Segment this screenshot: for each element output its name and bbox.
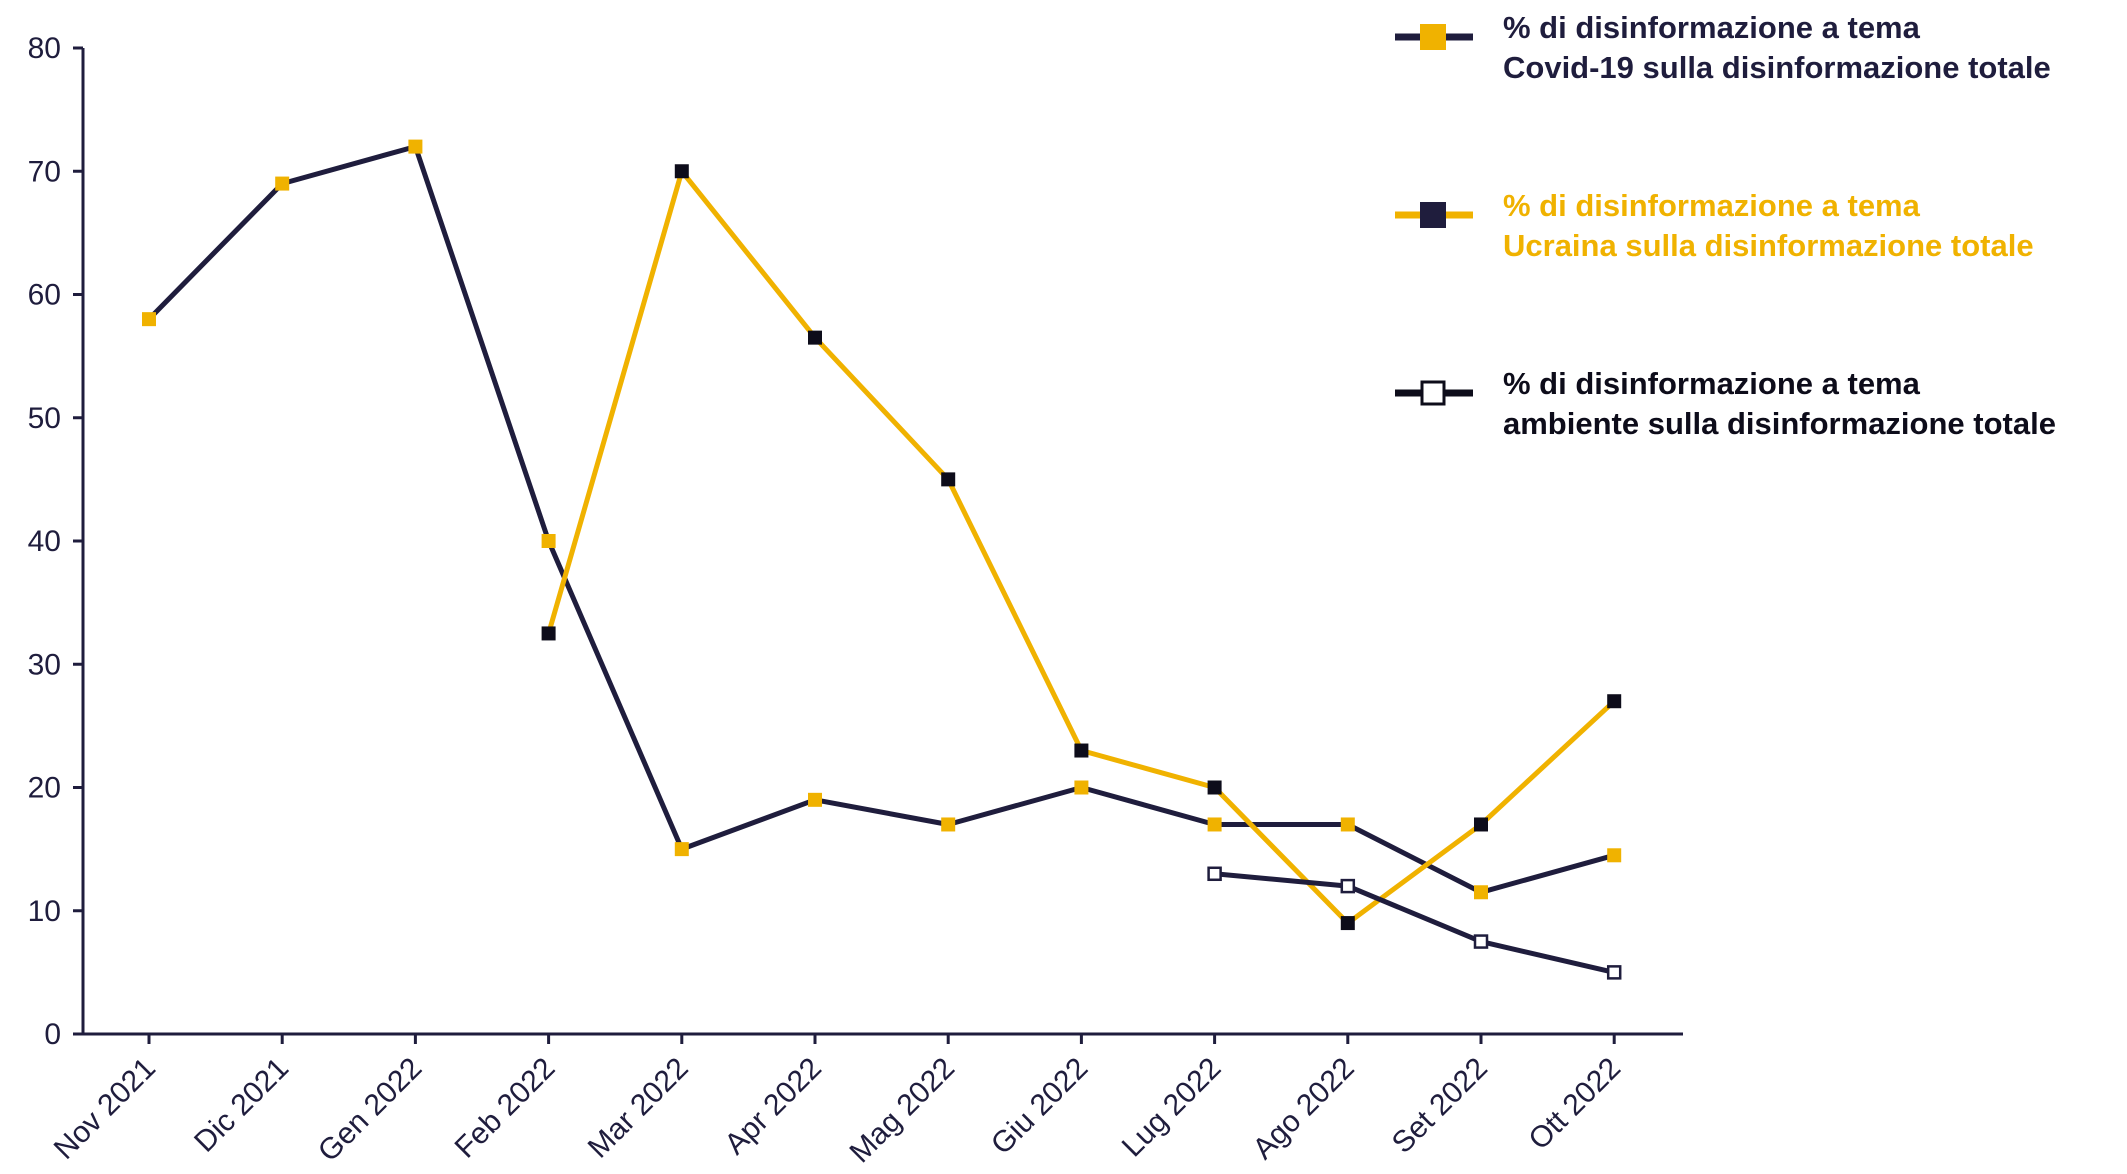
series-1-point [541,626,556,641]
series-0-point [408,139,423,154]
x-tick-label: Dic 2021 [188,1052,295,1159]
legend-item-ucraina: % di disinformazione a tema Ucraina sull… [1395,186,2115,286]
y-tick-label: 0 [44,1018,61,1051]
legend-item-covid: % di disinformazione a tema Covid-19 sul… [1395,8,2115,108]
x-tick-label: Giu 2022 [985,1052,1094,1161]
series-0-point [674,842,689,857]
series-1-point [1474,817,1488,832]
series-0-point [275,176,290,191]
series-0-point [541,534,556,548]
series-2-point [1606,965,1622,980]
x-tick-label: Mar 2022 [582,1052,695,1165]
series-1-point [808,330,822,345]
series-2-point [1473,934,1489,949]
x-tick-label: Ott 2022 [1522,1052,1627,1157]
series-0-point [1474,885,1488,900]
series-line-2 [1214,871,1615,975]
y-tick-label: 20 [28,772,61,805]
legend-label-ucraina: % di disinformazione a tema Ucraina sull… [1503,188,2034,263]
x-tick-label: Feb 2022 [449,1052,562,1165]
series-1-point [941,472,956,487]
legend-marker-ambiente [1395,380,1473,406]
series-2-point [1340,878,1356,894]
y-tick-label: 10 [28,895,61,928]
y-tick-label: 60 [28,279,61,312]
legend-marker-ucraina [1395,202,1473,228]
series-0-point [1340,817,1355,832]
series-1-point [674,164,689,179]
series-0-point [808,792,822,807]
series-markers [142,139,1622,980]
legend-square-ucraina [1420,202,1446,228]
y-tick-label: 40 [28,525,61,558]
series-0-point [1607,848,1622,863]
y-axis-ticks: 0 10 20 30 40 50 60 70 80 [28,32,83,1051]
series-line-0 [147,144,1615,895]
series-1-point [1340,916,1355,931]
x-tick-label: Mag 2022 [843,1052,961,1170]
x-tick-label: Apr 2022 [719,1052,828,1161]
series-1-point [1607,694,1622,709]
legend-label-ambiente: % di disinformazione a tema ambiente sul… [1503,366,2056,441]
series-0-point [941,817,956,832]
y-tick-label: 50 [28,402,61,435]
x-tick-label: Set 2022 [1386,1052,1494,1160]
series-0-point [142,312,156,327]
series-2-point [1207,866,1222,882]
legend-label-covid: % di disinformazione a tema Covid-19 sul… [1503,10,2051,85]
legend-marker-covid [1395,24,1473,50]
x-tick-label: Ago 2022 [1247,1052,1361,1166]
x-tick-label: Nov 2021 [48,1052,162,1166]
series-1-point [1207,780,1222,795]
legend-item-ambiente: % di disinformazione a tema ambiente sul… [1395,364,2115,464]
y-tick-label: 80 [28,32,61,65]
x-tick-label: Lug 2022 [1116,1052,1228,1164]
x-tick-label: Gen 2022 [312,1052,429,1169]
x-axis-ticks: Nov 2021 Dic 2021 Gen 2022 Feb 2022 Mar 2022… [48,1034,1627,1169]
y-tick-label: 70 [28,155,61,188]
series-0-point [1207,817,1222,832]
series-0-point [1074,780,1089,795]
legend-square-covid [1420,24,1446,50]
legend-square-ambiente [1420,380,1446,406]
series-1-point [1074,743,1089,758]
y-tick-label: 30 [28,648,61,681]
